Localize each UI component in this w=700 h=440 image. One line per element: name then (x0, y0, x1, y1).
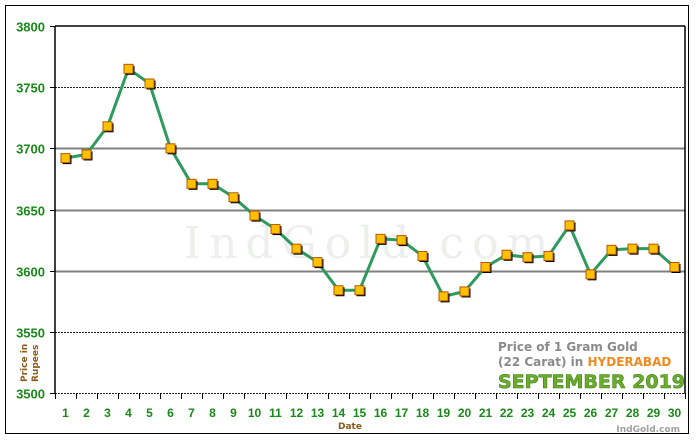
x-tick-label: 21 (479, 406, 493, 420)
x-tick-label: 1 (62, 406, 69, 420)
data-point-marker (270, 224, 282, 236)
data-point-marker (354, 285, 366, 297)
data-point-marker (144, 78, 156, 90)
data-point-marker (606, 244, 618, 256)
data-point-marker (81, 149, 93, 161)
data-point-marker (522, 252, 534, 264)
x-tick-labels: 1 2 3 4 5 6 7 8 9 10 11 12 13 14 15 16 17 18 19 20 21 22 23 24 2… (55, 393, 686, 420)
x-tick-label: 15 (353, 406, 367, 420)
x-tick-label: 11 (269, 406, 282, 420)
x-tick-label: 25 (563, 406, 577, 420)
y-tick-label: 3600 (16, 265, 45, 280)
x-tick-label: 19 (437, 406, 451, 420)
x-tick-label: 5 (146, 406, 153, 420)
y-tick-label: 3750 (16, 81, 45, 96)
y-tick-label: 3800 (16, 20, 45, 35)
x-tick-label: 29 (647, 406, 661, 420)
data-point-marker (375, 233, 387, 245)
x-tick-label: 27 (605, 406, 619, 420)
data-point-marker (438, 291, 450, 303)
data-point-marker (501, 249, 513, 261)
x-axis-title: Date (338, 422, 362, 432)
data-point-marker (291, 243, 303, 255)
price-line (65, 67, 676, 298)
x-tick-label: 30 (668, 406, 682, 420)
x-tick-label: 23 (521, 406, 535, 420)
price-series (60, 63, 681, 303)
data-point-marker (228, 192, 240, 204)
x-tick-label: 18 (416, 406, 430, 420)
data-point-marker (480, 261, 492, 273)
chart-legend-box: Price of 1 Gram Gold (22 Carat) in HYDER… (496, 336, 685, 393)
x-tick-label: 26 (584, 406, 598, 420)
x-tick-label: 2 (83, 406, 90, 420)
y-axis-title: Price in Rupees (20, 344, 41, 382)
legend-title-line2: (22 Carat) in HYDERABAD (498, 355, 671, 369)
data-point-marker (102, 121, 114, 133)
data-point-marker (648, 243, 660, 255)
x-tick-label: 14 (332, 406, 346, 420)
legend-city: HYDERABAD (588, 355, 672, 369)
data-point-marker (459, 286, 471, 298)
x-tick-label: 16 (374, 406, 388, 420)
x-tick-label: 8 (209, 406, 216, 420)
y-axis-title-line1: Price in (20, 344, 30, 382)
x-tick-label: 7 (188, 406, 195, 420)
site-credit: IndGold.com (616, 425, 680, 435)
x-tick-label: 17 (395, 406, 409, 420)
legend-background (496, 336, 682, 390)
data-point-marker (312, 257, 324, 269)
data-point-marker (123, 63, 135, 75)
axes (54, 25, 686, 394)
x-tick-label: 28 (626, 406, 640, 420)
data-point-marker (585, 269, 597, 281)
x-tick-label: 12 (290, 406, 304, 420)
y-tick-label: 3500 (16, 387, 45, 402)
x-tick-label: 22 (500, 406, 514, 420)
data-point-marker (249, 210, 261, 222)
x-tick-label: 6 (167, 406, 174, 420)
data-point-marker (186, 178, 198, 190)
data-point-marker (60, 153, 72, 165)
y-tick-label: 3550 (16, 326, 45, 341)
y-tick-label: 3700 (16, 142, 45, 157)
data-point-marker (207, 178, 219, 190)
x-tick-label: 13 (311, 406, 325, 420)
y-tick-label: 3650 (16, 204, 45, 219)
data-point-marker (165, 143, 177, 155)
data-point-marker (396, 235, 408, 247)
x-tick-label: 9 (230, 406, 237, 420)
x-tick-label: 3 (104, 406, 111, 420)
x-tick-label: 10 (248, 406, 262, 420)
data-point-marker (627, 243, 639, 255)
legend-month-year: SEPTEMBER 2019 (498, 371, 685, 393)
data-point-marker (333, 285, 345, 297)
legend-carat-text: (22 Carat) in (498, 355, 588, 369)
watermark-text: IndGold.com (184, 218, 557, 269)
data-point-marker (564, 220, 576, 232)
x-tick-label: 20 (458, 406, 472, 420)
y-tick-labels: 3500 3550 3600 3650 3700 3750 3800 (16, 20, 45, 402)
data-point-marker (417, 250, 429, 262)
x-tick-label: 24 (542, 406, 556, 420)
y-axis-title-line2: Rupees (31, 345, 41, 382)
watermark: IndGold.com (184, 218, 557, 269)
x-tick-label: 4 (125, 406, 132, 420)
data-point-marker (543, 250, 555, 262)
legend-title-line1: Price of 1 Gram Gold (498, 340, 638, 354)
data-point-marker (669, 261, 681, 273)
